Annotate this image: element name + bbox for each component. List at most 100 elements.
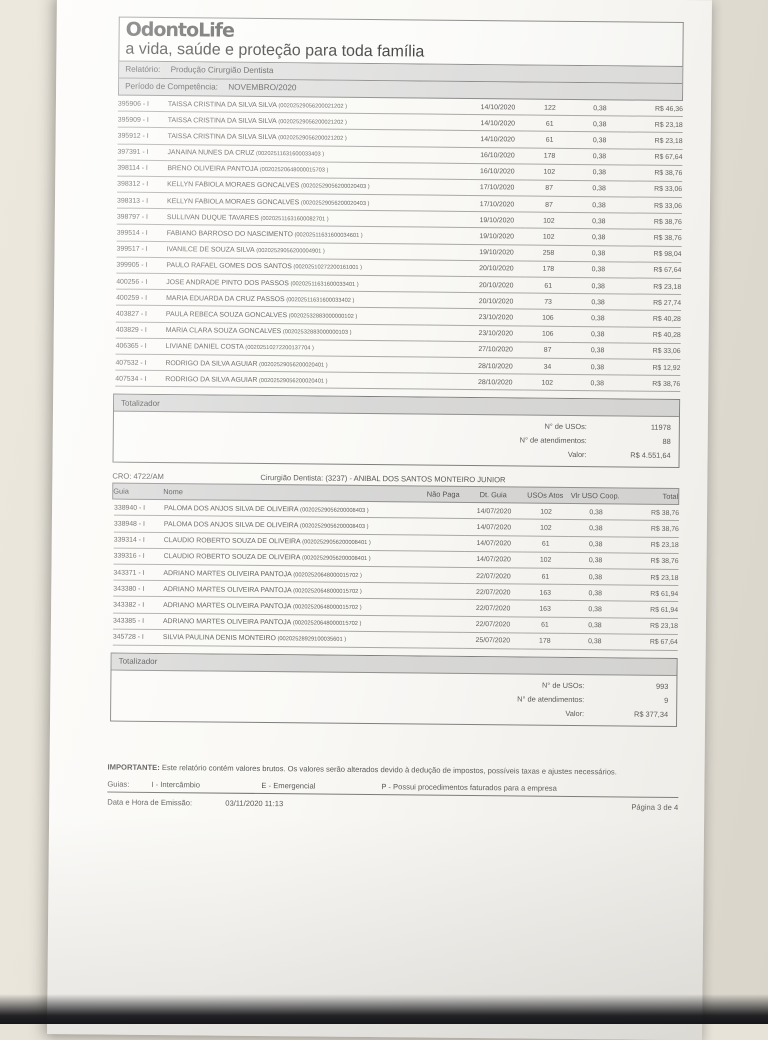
row-guia: 399517 - I (116, 240, 167, 258)
row-usos-atos: 61 (525, 277, 572, 294)
row-nao-paga (425, 211, 468, 228)
report-page: OdontoLife a vida, saúde e proteção para… (47, 0, 712, 1040)
report-content: OdontoLife a vida, saúde e proteção para… (49, 0, 712, 813)
usos-value: 11978 (650, 422, 671, 432)
row-nao-paga (424, 324, 467, 342)
row-usos-atos: 61 (526, 131, 573, 148)
row-nao-paga (422, 567, 465, 584)
row-dt-guia: 14/10/2020 (468, 98, 528, 116)
row-poliza: (00202529056200020401 ) (257, 377, 328, 385)
row-dt-guia: 14/10/2020 (468, 130, 527, 148)
row-vlr-uso: 0,38 (570, 309, 625, 327)
row-nome: RODRIGO DA SILVA AGUIAR (002025290562000… (165, 370, 425, 390)
atendimentos-label: N° de atendimentos: (517, 694, 585, 704)
row-nao-paga (424, 356, 467, 374)
col-nao-paga: Não Paga (426, 489, 460, 500)
row-guia: 343380 - I (113, 580, 164, 597)
row-usos-atos: 102 (522, 519, 569, 537)
row-usos-atos: 122 (526, 99, 574, 116)
row-total: R$ 38,76 (626, 164, 683, 182)
row-guia: 338940 - I (113, 499, 165, 517)
dentista-label: Cirurgião Dentista: (260, 472, 324, 483)
row-poliza: (00202520648000015703 ) (258, 167, 329, 174)
col-guia: Guia (113, 486, 129, 496)
row-usos-atos: 87 (524, 341, 571, 359)
row-guia: 343382 - I (113, 596, 164, 614)
row-usos-atos: 258 (525, 244, 572, 262)
row-poliza: (00202532883000000102 ) (287, 313, 358, 320)
row-nao-paga (421, 631, 464, 649)
guia-legend-i: I - Intercâmbio (151, 780, 201, 790)
row-total: R$ 38,76 (622, 552, 679, 570)
row-nome: SILVIA PAULINA DENIS MONTEIRO (002025289… (162, 629, 422, 648)
row-nao-paga (426, 130, 469, 147)
row-total: R$ 98,04 (625, 245, 682, 263)
row-poliza: (00202529056200021202 ) (276, 102, 348, 110)
row-dt-guia: 14/07/2020 (464, 518, 523, 536)
row-total: R$ 33,06 (626, 180, 683, 198)
guia-legend-p: P - Possui procedimentos faturados para … (381, 782, 557, 794)
row-vlr-uso: 0,38 (570, 374, 625, 392)
cro-field: CRO: 4722/AM (112, 471, 260, 481)
usos-value: 993 (655, 681, 669, 691)
periodo-label: Período de Competência: (125, 82, 219, 92)
importante-text: Este relatório contém valores brutos. Os… (159, 762, 617, 776)
row-poliza: (00202529056200008403 ) (298, 523, 369, 531)
row-dt-guia: 23/10/2020 (466, 325, 525, 342)
section1-table: 395906 - I TAISSA CRISTINA DA SILVA SILVA… (115, 95, 684, 393)
valor-label: Valor: (565, 708, 585, 719)
relatorio-label: Relatório: (125, 65, 161, 75)
row-usos-atos: 73 (524, 293, 572, 310)
row-poliza: (00202520648000015702 ) (291, 571, 362, 579)
row-poliza: (00202529056200021202 ) (276, 118, 347, 126)
row-usos-atos: 102 (525, 212, 572, 229)
row-poliza: (00202529056200008401 ) (300, 539, 371, 547)
row-dt-guia: 22/07/2020 (464, 583, 523, 601)
brand-logo: OdontoLife a vida, saúde e proteção para… (119, 17, 683, 67)
row-nao-paga (425, 195, 469, 212)
row-dt-guia: 28/10/2020 (466, 373, 525, 391)
row-usos-atos: 102 (522, 551, 569, 569)
row-poliza: (00202511631600034601 ) (292, 232, 363, 239)
row-usos-atos: 61 (522, 568, 569, 585)
logo-tagline: a vida, saúde e proteção para toda famíl… (125, 40, 425, 61)
section2-totalizador: Totalizador N° de USOs: 993 N° de atendi… (110, 652, 678, 727)
col-total: Total (662, 492, 679, 502)
row-total: R$ 23,18 (622, 536, 679, 554)
row-total: R$ 67,64 (621, 633, 678, 651)
row-dt-guia: 19/10/2020 (467, 227, 526, 245)
atendimentos-label: N° de atendimentos: (519, 435, 587, 446)
row-guia: 397391 - I (117, 143, 168, 161)
periodo-value: NOVEMBRO/2020 (228, 83, 297, 93)
row-poliza: (00202511631600082701 ) (258, 215, 329, 223)
row-vlr-uso: 0,38 (571, 277, 626, 295)
row-guia: 406365 - I (115, 337, 166, 355)
row-guia: 395906 - I (117, 95, 169, 112)
row-vlr-uso: 0,38 (571, 212, 626, 230)
row-vlr-uso: 0,38 (568, 568, 623, 586)
row-total: R$ 46,36 (626, 100, 684, 117)
row-nao-paga (424, 373, 467, 390)
row-usos-atos: 102 (524, 374, 571, 391)
row-dt-guia: 17/10/2020 (467, 195, 527, 213)
row-dt-guia: 22/07/2020 (463, 616, 523, 633)
row-total: R$ 40,28 (624, 326, 681, 344)
usos-label: N° de USOs: (544, 421, 587, 432)
row-usos-atos: 61 (521, 616, 569, 634)
row-guia: 398114 - I (117, 159, 168, 177)
row-total: R$ 38,76 (622, 504, 680, 521)
relatorio-value: Produção Cirurgião Dentista (170, 65, 274, 76)
row-total: R$ 23,18 (625, 277, 682, 295)
row-poliza: (00202529056200008403 ) (298, 507, 369, 514)
row-usos-atos: 87 (525, 196, 573, 213)
row-vlr-uso: 0,38 (570, 293, 626, 311)
row-vlr-uso: 0,38 (572, 99, 628, 117)
report-header: OdontoLife a vida, saúde e proteção para… (118, 16, 684, 101)
row-total: R$ 38,76 (624, 375, 681, 392)
row-nao-paga (422, 599, 465, 617)
row-total: R$ 38,76 (625, 229, 682, 247)
row-dt-guia: 22/07/2020 (464, 567, 523, 585)
row-guia: 403829 - I (115, 321, 166, 339)
row-vlr-uso: 0,38 (568, 519, 623, 537)
row-poliza: (00202520648000015702 ) (291, 620, 362, 628)
